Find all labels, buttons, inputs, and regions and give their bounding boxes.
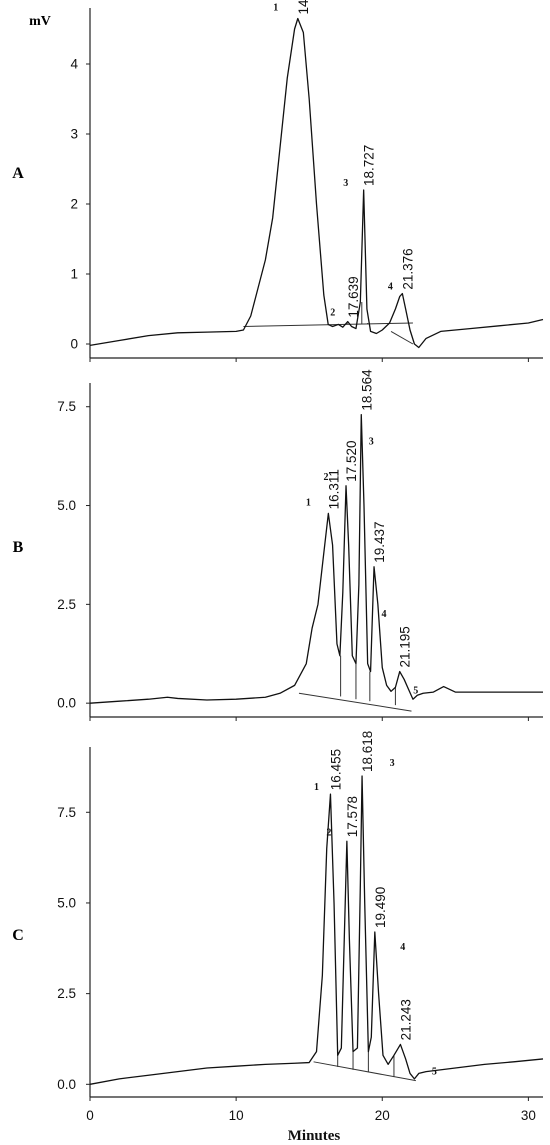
y-tick-label: 0 [70,337,78,352]
peak-number: 5 [413,686,418,697]
retention-time-label: 19.490 [373,887,388,928]
chromatogram-trace [89,775,544,1085]
chromatogram-trace [89,17,544,349]
x-tick-label: 30 [521,1108,536,1123]
retention-time-label: 21.243 [398,999,413,1040]
panel-a: 0 1 2 3 4 A 14.220 1 17.639 2 18.727 3 21.376 4 [12,0,544,362]
panel-letter: A [12,165,24,182]
panel-c: 0.0 2.5 5.0 7.5 C 16.455 1 17.578 2 18.618 3 19.490… [12,731,544,1101]
shared-x-axis: 0 10 20 30 [86,1108,536,1123]
integration-baseline [298,692,412,712]
y-tick-label: 2.5 [57,597,76,612]
peak-number: 3 [369,437,374,448]
x-tick-label: 10 [229,1108,244,1123]
retention-time-label: 19.437 [372,522,387,563]
retention-time-label: 16.311 [326,469,341,509]
y-tick-label: 5.0 [57,498,76,513]
y-tick-label: 4 [70,57,78,72]
retention-time-label: 21.195 [398,626,413,667]
retention-time-label: 17.520 [344,441,359,482]
y-tick-label: 3 [70,127,78,142]
y-tick-label: 7.5 [57,805,76,820]
retention-time-label: 18.727 [362,145,377,186]
retention-time-label: 18.564 [359,369,374,411]
retention-time-label: 18.618 [360,731,375,772]
peak-number: 5 [432,1066,437,1077]
peak-number: 2 [330,308,335,319]
panel-letter: B [13,539,24,556]
y-tick-label: 1 [70,267,78,282]
y-unit-label: mV [29,14,51,29]
y-tick-label: 0.0 [57,1077,76,1092]
peak-number: 4 [388,282,393,293]
retention-time-label: 17.639 [346,276,361,317]
chromatogram-trace [89,413,543,704]
y-tick-label: 2 [70,197,78,212]
peak-number: 2 [324,472,329,483]
retention-time-label: 16.455 [329,749,344,790]
retention-time-label: 21.376 [400,248,415,289]
y-tick-label: 0.0 [57,696,76,711]
y-tick-label: 7.5 [57,399,76,414]
peak-number: 3 [390,758,395,769]
retention-time-label: 14.220 [296,0,311,15]
peak-number: 2 [326,827,331,838]
retention-time-label: 17.578 [345,796,360,837]
integration-baseline [390,330,414,345]
y-tick-label: 5.0 [57,895,76,910]
peak-number: 3 [343,178,348,189]
panel-letter: C [12,927,24,944]
x-tick-label: 20 [375,1108,390,1123]
peak-number: 4 [400,942,405,953]
peak-number: 1 [314,782,319,793]
x-axis-title: Minutes [288,1128,341,1144]
y-tick-label: 2.5 [57,986,76,1001]
x-tick-label: 0 [86,1108,94,1123]
integration-baseline [313,1061,416,1082]
peak-number: 1 [273,3,278,14]
peak-number: 4 [382,609,387,620]
peak-number: 1 [306,497,311,508]
panel-b: 0.0 2.5 5.0 7.5 B 16.311 1 17.520 2 18.564 3 19.437… [13,369,543,721]
